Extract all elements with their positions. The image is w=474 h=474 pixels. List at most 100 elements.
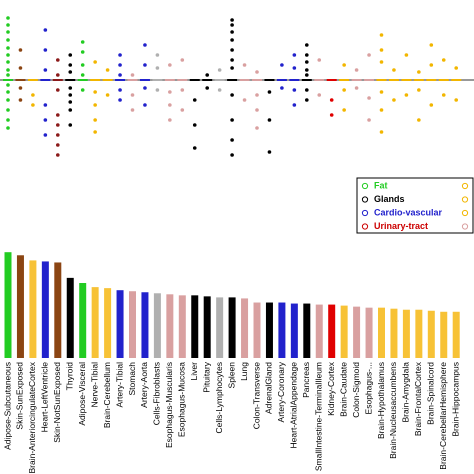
bar — [16, 255, 24, 358]
dot — [280, 86, 284, 90]
bar — [378, 307, 385, 358]
dot — [230, 93, 234, 97]
dot — [267, 90, 272, 94]
x-tick-label: Esophagus-Mucosa — [177, 362, 187, 437]
dot — [155, 53, 160, 57]
dot — [143, 86, 147, 90]
x-tick-label: Brain-Cerebellum — [102, 362, 112, 428]
dot — [18, 66, 23, 70]
dot — [230, 18, 234, 22]
dot — [31, 93, 35, 97]
dot — [155, 88, 160, 92]
bar — [129, 291, 136, 358]
dot — [68, 86, 73, 90]
dot — [230, 66, 234, 70]
dot — [56, 143, 60, 147]
dot — [80, 88, 85, 92]
dot — [93, 118, 97, 122]
dot — [242, 98, 247, 102]
dot — [68, 123, 73, 127]
x-tick-label: AdrenalGland — [264, 362, 274, 414]
dot — [305, 53, 309, 57]
dot — [267, 118, 272, 122]
dot — [68, 100, 73, 104]
dot — [305, 73, 309, 77]
dot — [93, 130, 97, 134]
x-tick-label: Skin-SunExposed — [15, 362, 25, 430]
legend-marker — [361, 209, 369, 217]
bar — [303, 303, 311, 358]
dot — [6, 16, 10, 20]
dot — [305, 88, 309, 92]
dot — [292, 103, 297, 107]
legend-label: Fat — [374, 180, 388, 190]
bar — [216, 297, 224, 358]
dot — [93, 103, 97, 107]
dot — [6, 38, 10, 42]
dot — [292, 66, 297, 70]
bar — [116, 290, 124, 358]
dot — [441, 93, 446, 97]
bar — [340, 305, 348, 358]
x-tick-label: Skin-NotSunExposed — [52, 362, 62, 443]
dot — [329, 113, 334, 117]
x-tick-label: Adipose-Subcutaneous — [2, 362, 12, 450]
dot — [205, 86, 209, 90]
bar — [141, 292, 149, 358]
x-tick-label: Brain-CerebellarHemisphere — [438, 362, 448, 470]
bar — [315, 304, 323, 358]
dot — [168, 63, 172, 67]
x-tick-label: Pancreas — [301, 362, 311, 398]
legend-marker — [461, 223, 469, 230]
dot — [255, 108, 259, 112]
x-tick-label: Lung — [239, 362, 249, 381]
dot — [305, 68, 309, 72]
dot — [454, 66, 459, 70]
dot — [305, 60, 309, 64]
dot — [6, 98, 10, 102]
dot — [342, 88, 346, 92]
dot — [305, 43, 309, 47]
bar — [427, 310, 435, 358]
bar — [278, 302, 286, 358]
bar — [265, 302, 273, 358]
dot — [43, 118, 48, 122]
dot — [143, 63, 147, 67]
x-tick-label: Colon-Sigmoid — [351, 362, 361, 418]
dot — [143, 103, 147, 107]
bar — [178, 295, 186, 358]
dot — [180, 58, 185, 62]
dot — [342, 63, 346, 67]
x-tick-label: SmallIntestine-TerminalIleum — [314, 362, 324, 471]
dot — [31, 103, 35, 107]
dot — [255, 126, 259, 130]
x-tick-label: Brain-Spinalcord — [426, 362, 436, 425]
dot — [68, 53, 73, 57]
dot — [168, 118, 172, 122]
dot — [230, 118, 234, 122]
dot — [317, 93, 322, 97]
dot — [105, 68, 110, 72]
dot — [68, 63, 73, 67]
dot — [342, 108, 346, 112]
dot — [6, 46, 10, 50]
dot — [379, 33, 384, 37]
bar — [328, 304, 336, 358]
x-tick-label: Esophagus-Muscularis — [164, 362, 174, 448]
dot — [292, 53, 297, 57]
dot — [80, 73, 85, 77]
dot — [280, 63, 284, 67]
dot — [56, 58, 60, 62]
x-tick-label: Stomach — [127, 362, 137, 396]
dot — [18, 48, 23, 52]
dot — [180, 88, 185, 92]
dot — [118, 73, 122, 77]
x-tick-label: Esophagus-... — [363, 362, 373, 414]
dot — [329, 98, 334, 102]
dot — [230, 30, 234, 34]
dot — [143, 43, 147, 47]
dot — [192, 98, 197, 102]
dot — [267, 150, 272, 154]
dot — [305, 98, 309, 102]
dot — [56, 153, 60, 157]
